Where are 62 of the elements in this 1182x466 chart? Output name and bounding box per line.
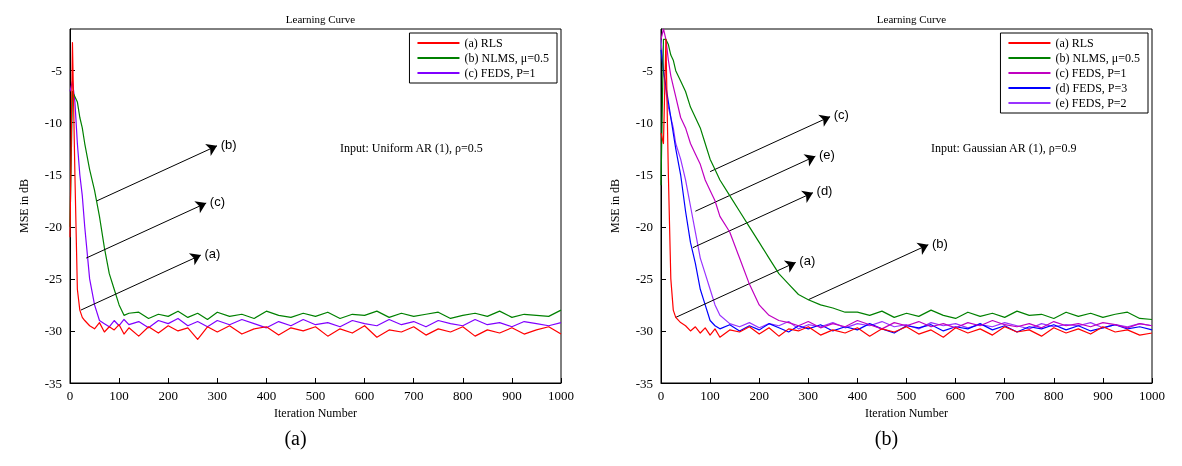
x-tick-label: 200 [158,388,178,403]
annotation: (c) [209,193,226,209]
annotation: (b) [220,136,237,152]
y-tick-label: -35 [44,375,62,391]
text: (a) [284,427,307,450]
y-tick-label: -15 [44,167,62,183]
annotation: (a) [799,253,816,269]
annotation: (d) [816,183,833,199]
legend-label: (c) FEDS, P=1 [464,66,536,80]
x-tick-label: 500 [305,388,326,403]
x-tick-label: 1000 [548,388,574,403]
annotation: Input: Gaussian AR (1), ρ=0.9 [931,141,1077,156]
y-tick-label: -20 [44,219,62,235]
y-tick-label: -25 [44,271,62,287]
annotation: (e) [819,147,835,163]
y-tick-label: -5 [642,63,653,79]
y-tick-label: -10 [635,115,653,131]
x-axis-title: Iteration Number [865,405,948,420]
x-tick-label: 900 [1093,388,1113,403]
legend-label: (b) NLMS, μ=0.5 [464,51,550,65]
x-tick-label: 800 [1044,388,1064,403]
x-tick-label: 400 [847,388,868,403]
x-tick-label: 100 [109,388,129,403]
y-tick-label: -25 [635,271,653,287]
x-tick-label: 300 [798,388,819,403]
chart-title: Learning Curve [285,12,356,25]
x-tick-label: 300 [207,388,228,403]
y-axis-title: MSE in dB [17,178,31,234]
y-axis-title: MSE in dB [608,178,622,234]
x-tick-label: 1000 [1139,388,1165,403]
x-tick-label: 100 [700,388,720,403]
x-tick-label: 700 [994,388,1015,403]
annotation: Input: Uniform AR (1), ρ=0.5 [340,141,483,156]
y-tick-label: -30 [635,323,653,339]
annotation: (b) [931,235,948,251]
x-tick-label: 600 [354,388,375,403]
y-tick-label: -5 [51,63,62,79]
y-tick-label: -20 [635,219,653,235]
x-axis-title: Iteration Number [274,405,357,420]
legend-label: (d) FEDS, P=3 [1055,81,1128,95]
annotation: (a) [204,245,221,261]
x-tick-label: 200 [749,388,769,403]
y-tick-label: -35 [635,375,653,391]
x-tick-label: 500 [896,388,917,403]
chart-title: Learning Curve [876,12,947,25]
x-tick-label: 900 [502,388,522,403]
legend-label: (c) FEDS, P=1 [1055,66,1127,80]
y-tick-label: -30 [44,323,62,339]
legend-label: (a) RLS [464,36,503,50]
annotation: (c) [833,107,849,123]
x-tick-label: 400 [256,388,277,403]
y-tick-label: -15 [635,167,653,183]
x-tick-label: 0 [66,388,74,403]
legend-label: (a) RLS [1055,36,1094,50]
x-tick-label: 0 [657,388,665,403]
x-tick-label: 700 [403,388,424,403]
legend-label: (e) FEDS, P=2 [1055,96,1127,110]
text: (b) [874,427,899,450]
legend-label: (b) NLMS, μ=0.5 [1055,51,1141,65]
x-tick-label: 800 [453,388,473,403]
y-tick-label: -10 [44,115,62,131]
x-tick-label: 600 [945,388,966,403]
